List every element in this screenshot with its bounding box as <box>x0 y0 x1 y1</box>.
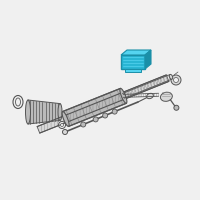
Ellipse shape <box>58 121 66 129</box>
Ellipse shape <box>58 104 62 120</box>
Ellipse shape <box>171 75 181 85</box>
Ellipse shape <box>81 122 86 127</box>
Ellipse shape <box>103 113 108 118</box>
Polygon shape <box>145 50 151 69</box>
Polygon shape <box>37 75 169 133</box>
Ellipse shape <box>60 123 64 127</box>
Ellipse shape <box>169 74 173 79</box>
Polygon shape <box>121 55 145 69</box>
Ellipse shape <box>112 109 117 114</box>
Ellipse shape <box>26 100 30 124</box>
Ellipse shape <box>120 88 127 103</box>
Ellipse shape <box>174 105 179 110</box>
Polygon shape <box>125 69 141 72</box>
Ellipse shape <box>62 130 68 134</box>
Ellipse shape <box>93 117 98 122</box>
Ellipse shape <box>174 77 179 82</box>
Ellipse shape <box>160 92 172 101</box>
Ellipse shape <box>13 96 23 108</box>
Polygon shape <box>63 88 126 126</box>
Polygon shape <box>28 100 60 124</box>
Ellipse shape <box>147 93 153 99</box>
Polygon shape <box>121 50 151 55</box>
Ellipse shape <box>62 111 69 126</box>
Ellipse shape <box>16 98 21 106</box>
